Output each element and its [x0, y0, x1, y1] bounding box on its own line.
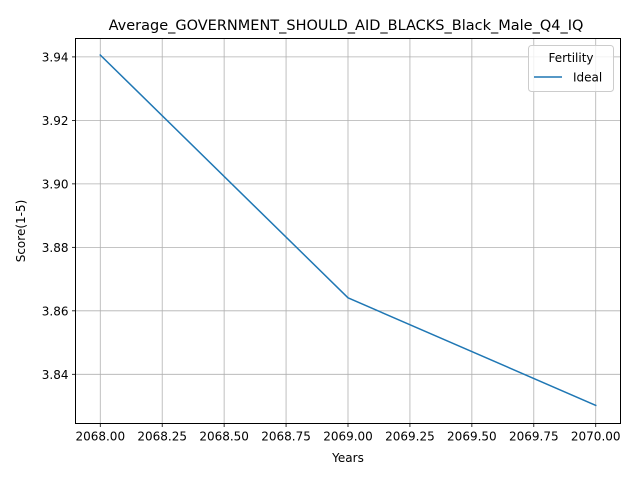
- x-tick-label: 2069.00: [323, 430, 373, 444]
- legend-box: [528, 45, 614, 92]
- y-tick-label: 3.86: [42, 304, 69, 318]
- y-tick-label: 3.90: [42, 177, 69, 191]
- y-axis: 3.84 3.86 3.88 3.90 3.92 3.94: [42, 50, 76, 382]
- y-tick-label: 3.88: [42, 241, 69, 255]
- x-tick-label: 2068.50: [199, 430, 249, 444]
- grid-lines: [75, 38, 621, 424]
- y-axis-label: Score(1-5): [14, 200, 28, 263]
- x-axis: 2068.00 2068.25 2068.50 2068.75 2069.00 2069.…: [75, 423, 621, 444]
- x-tick-label: 2068.75: [261, 430, 311, 444]
- legend-label: Ideal: [573, 71, 602, 85]
- legend-title: Fertility: [548, 51, 593, 65]
- x-axis-label: Years: [331, 451, 364, 465]
- chart-title: Average_GOVERNMENT_SHOULD_AID_BLACKS_Bla…: [109, 18, 584, 34]
- y-tick-label: 3.84: [42, 368, 69, 382]
- x-tick-label: 2068.00: [75, 430, 125, 444]
- legend: Fertility Ideal: [528, 45, 614, 92]
- y-tick-label: 3.94: [42, 50, 69, 64]
- x-tick-label: 2068.25: [137, 430, 187, 444]
- series-layer: [99, 53, 597, 407]
- y-tick-label: 3.92: [42, 114, 69, 128]
- x-tick-label: 2069.25: [385, 430, 435, 444]
- x-tick-label: 2070.00: [571, 430, 621, 444]
- x-tick-label: 2069.50: [447, 430, 497, 444]
- x-tick-label: 2069.75: [509, 430, 559, 444]
